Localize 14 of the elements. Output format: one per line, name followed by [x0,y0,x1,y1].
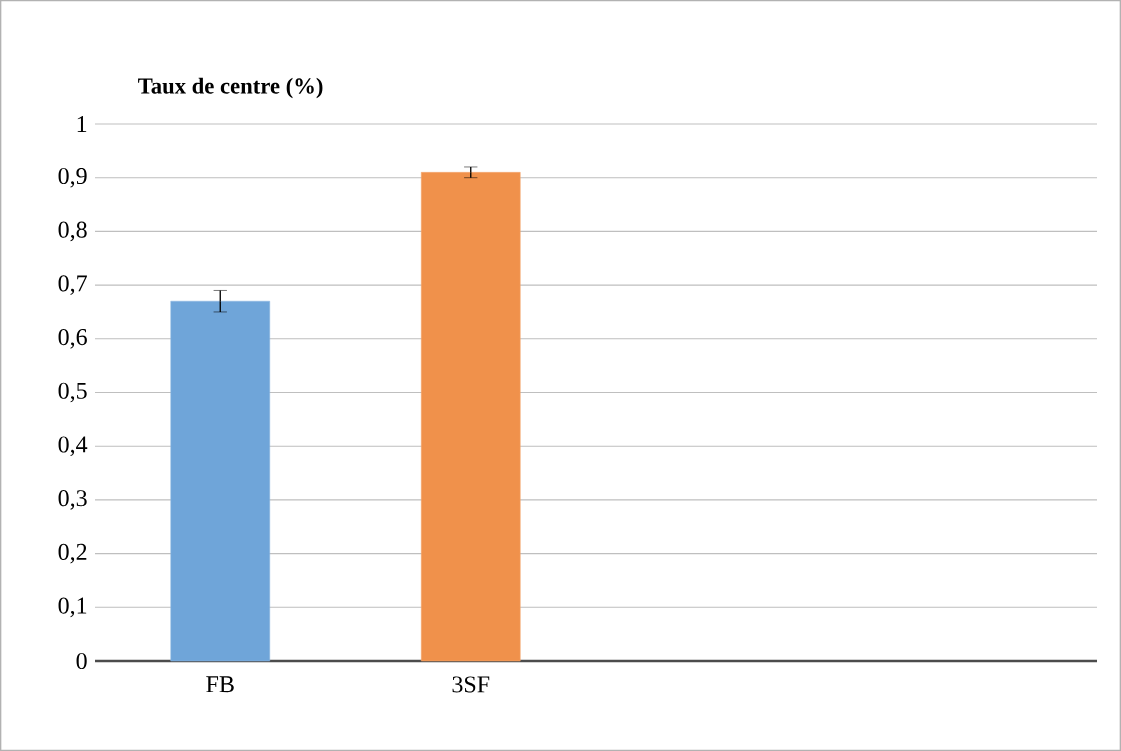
y-tick-label: 0 [76,652,87,670]
y-tick-label: 1 [77,116,87,132]
chart-title: Taux de centre (%) [138,77,323,99]
y-tick-label: 0,6 [58,328,87,349]
y-tick-label: 0,2 [58,543,87,564]
y-tick-label: 0,7 [58,275,87,295]
x-tick-label: 3SF [452,676,490,693]
y-tick-label: 0,5 [58,382,87,403]
y-tick-label: 0,8 [58,221,87,242]
y-tick-label: 0,9 [58,167,87,188]
y-tick-label: 0,4 [58,436,88,457]
y-tick-label: 0,3 [58,490,87,510]
y-tick-label: 0,1 [58,597,87,618]
x-tick-label: FB [206,676,234,693]
